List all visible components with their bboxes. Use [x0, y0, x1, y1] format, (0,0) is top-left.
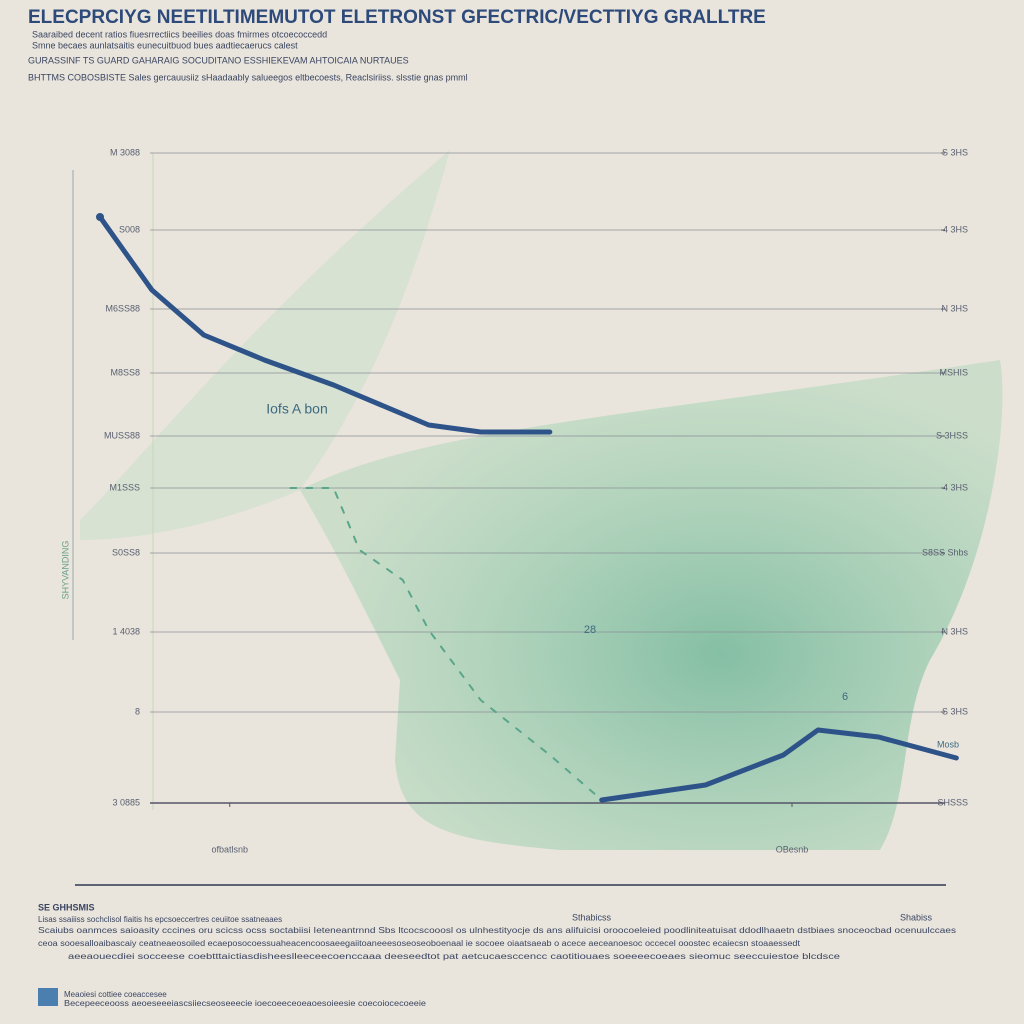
series-line — [289, 487, 603, 801]
series-line — [97, 214, 959, 803]
point — [96, 213, 104, 221]
footnote: Scaiubs oanmces saioasity cccines oru sc… — [38, 926, 956, 935]
subtitle: GURASSINF TS GUARD GAHARAIG SOCUDITANO E… — [28, 55, 409, 65]
y-tick-label: MUSS88 — [104, 430, 140, 440]
x-tick-label: OBesnb — [776, 844, 809, 854]
y2-tick-label: S 3HSS — [936, 430, 968, 440]
footnote-heading: SE GHHSMIS — [38, 902, 95, 912]
area-glow — [80, 150, 450, 540]
footnote: Lisas ssaiiiss sochclisol fiaitis hs epc… — [38, 915, 282, 924]
subtitle: Smne becaes aunlatsaitis eunecuitbuod bu… — [32, 40, 298, 50]
y2-tick-label: S 3HS — [942, 706, 968, 716]
footnote-label: Sthabicss — [572, 912, 612, 922]
y-tick-label: S0SS8 — [112, 547, 140, 557]
y-axis-label: SHYVANDING — [60, 541, 70, 600]
y-tick-label: S008 — [119, 224, 140, 234]
y2-tick-label: 4 3HS — [943, 224, 968, 234]
y2-tick-label: MSHIS — [939, 367, 968, 377]
logo — [38, 988, 58, 1006]
y2-tick-label: S8SS Shbs — [922, 547, 969, 557]
x-tick-label: ofbatlsnb — [211, 844, 248, 854]
footnote: ceoa sooesalloaibascaiy ceatneaeosoiled … — [38, 939, 801, 948]
y-tick-label: M1SSS — [109, 482, 140, 492]
y-tick-label: 1 4038 — [112, 626, 140, 636]
subtitle: Saaraibed decent ratios fiuesrrectiics b… — [32, 29, 327, 39]
y2-tick-label: N 3HS — [941, 303, 968, 313]
logo-text: Meaoiesi cottiee coeaccesee — [64, 990, 167, 999]
y2-tick-label: S 3HS — [942, 147, 968, 157]
annotation: 28 — [584, 624, 596, 636]
area-glow — [300, 360, 1003, 850]
logo-text: Becepeeceooss aeoeseeeiascsiiecseoseeeci… — [64, 999, 427, 1008]
y2-tick-label: N 3HS — [941, 626, 968, 636]
y2-tick-label: 4 3HS — [943, 482, 968, 492]
annotation: Mosb — [937, 739, 959, 749]
chart-title: ELECPRCIYG NEETILTIMEMUTOT ELETRONST GFE… — [28, 7, 766, 28]
y2-tick-label: SHSSS — [937, 797, 968, 807]
y-tick-label: M8SS8 — [110, 367, 140, 377]
footnote: aeeaouecdiei socceese coebtttaictiasdish… — [68, 952, 841, 961]
y-tick-label: M 3088 — [110, 147, 140, 157]
annotation: Iofs A bon — [266, 401, 328, 417]
footnote-label: Shabiss — [900, 912, 933, 922]
subtitle: BHTTMS COBOSBISTE Sales gercauusiiz sHaa… — [28, 72, 468, 82]
y-tick-label: 8 — [135, 706, 140, 716]
y-tick-label: M6SS88 — [105, 303, 140, 313]
y-tick-label: 3 0885 — [112, 797, 140, 807]
annotation: 6 — [842, 691, 848, 703]
